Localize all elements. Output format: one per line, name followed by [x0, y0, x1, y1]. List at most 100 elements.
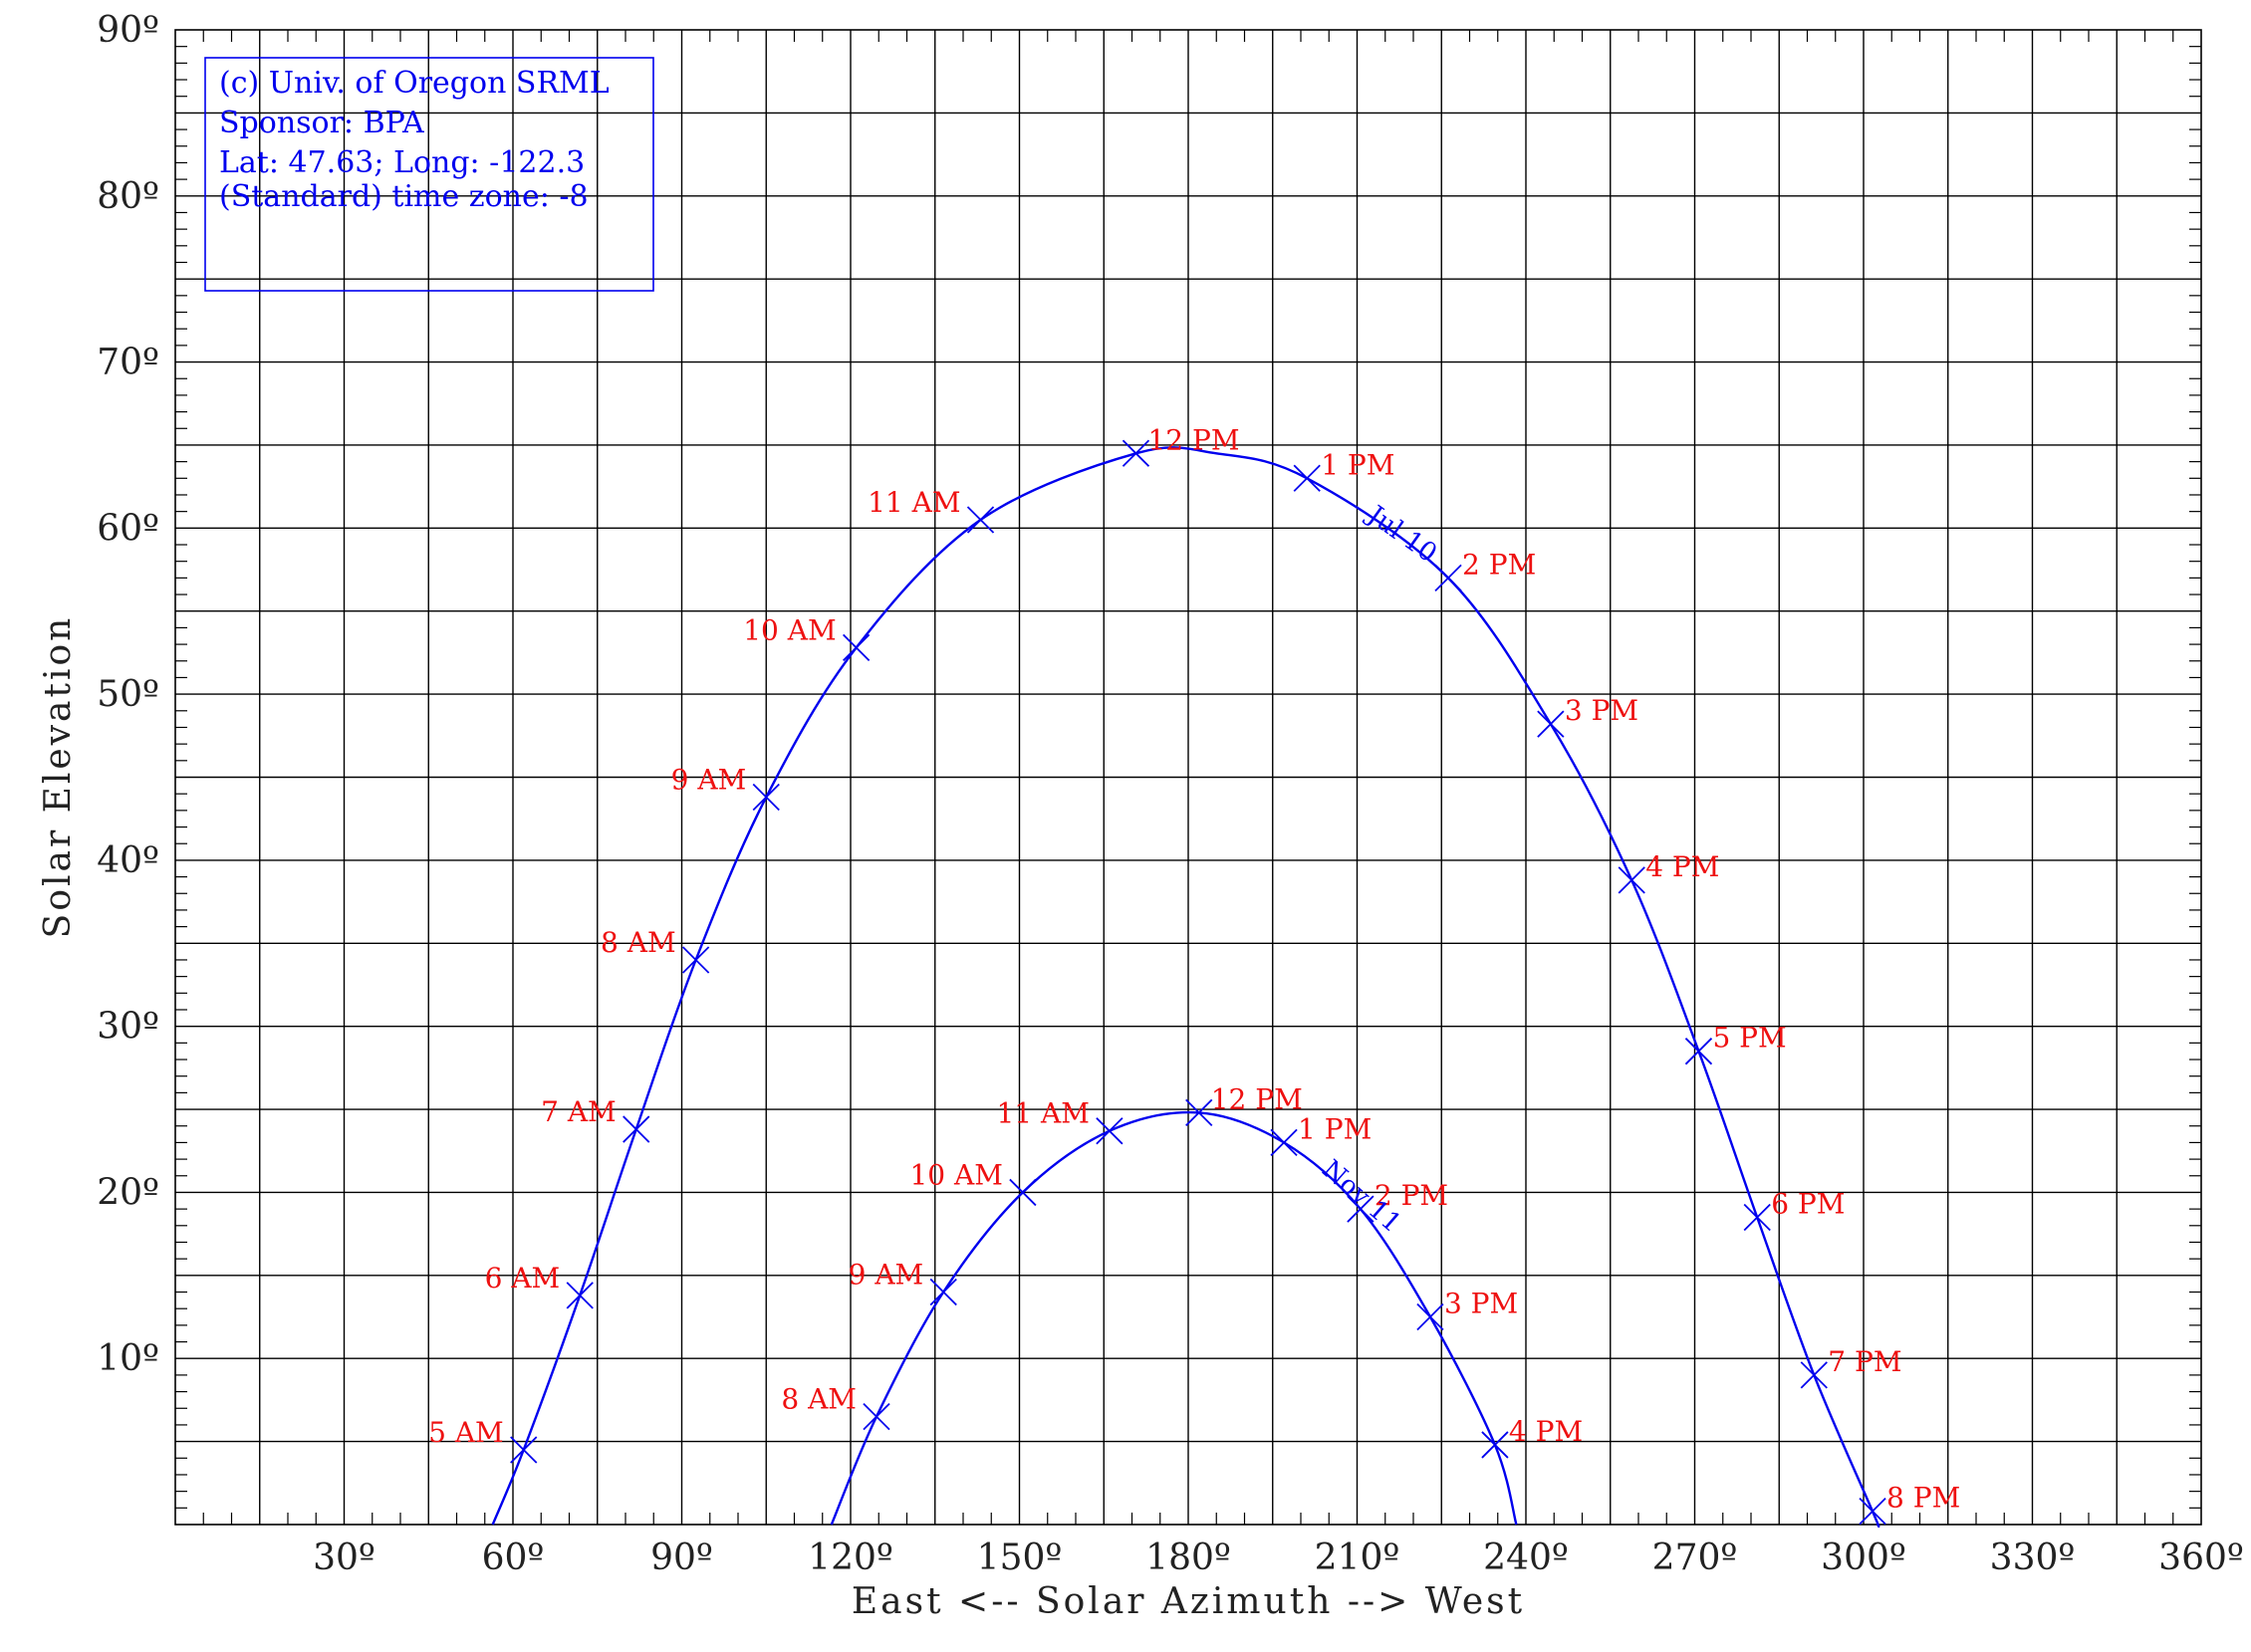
y-tick-label: 80º: [97, 176, 159, 217]
hour-label: 5 AM: [428, 1416, 504, 1449]
hour-marker: [1618, 866, 1645, 894]
y-tick-label: 50º: [97, 674, 159, 715]
x-axis: 30º 60º 90º 120º 150º 180º 210º 240º 270º 300º 330…: [313, 1537, 2244, 1578]
hour-marker: [1684, 1038, 1713, 1065]
hour-marker: [1743, 1203, 1771, 1232]
hour-label: 8 PM: [1886, 1482, 1960, 1515]
hour-marker-stroke: [510, 1436, 538, 1464]
x-tick-label: 60º: [482, 1537, 545, 1578]
x-tick-label: 360º: [2158, 1537, 2244, 1578]
y-tick-label: 60º: [97, 508, 159, 549]
info-line-timezone: (Standard) time zone: -8: [219, 179, 589, 214]
hour-marker: [929, 1278, 957, 1306]
hour-marker: [1096, 1117, 1124, 1145]
y-axis: 10º 20º 30º 40º 50º 60º 70º 80º 90º: [97, 10, 159, 1379]
hour-label: 1 PM: [1321, 448, 1394, 481]
hour-marker: [1859, 1498, 1886, 1526]
y-tick-label: 10º: [97, 1338, 159, 1379]
hour-label: 4 PM: [1509, 1415, 1583, 1448]
hour-marker-stroke: [1859, 1498, 1886, 1526]
hour-marker: [1122, 439, 1150, 467]
hour-marker-stroke: [1434, 564, 1462, 592]
x-tick-label: 150º: [977, 1537, 1063, 1578]
hour-label: 7 AM: [541, 1095, 617, 1128]
hour-marker-stroke: [1800, 1361, 1828, 1389]
hour-marker: [1293, 464, 1321, 492]
hour-marker: [1416, 1302, 1444, 1331]
sun-path-line: [491, 446, 1880, 1529]
hour-label: 6 AM: [485, 1262, 561, 1295]
y-tick-label: 90º: [97, 10, 159, 51]
hour-marker: [1009, 1178, 1037, 1207]
info-line-sponsor: Sponsor: BPA: [219, 106, 424, 140]
x-tick-label: 300º: [1821, 1537, 1906, 1578]
hour-marker: [1347, 1195, 1375, 1223]
y-tick-label: 20º: [97, 1172, 159, 1213]
hour-marker: [1270, 1128, 1298, 1157]
info-box: (c) Univ. of Oregon SRML Sponsor: BPA La…: [204, 57, 654, 292]
hour-marker-stroke: [752, 783, 780, 812]
hour-marker: [752, 783, 780, 812]
hour-marker-stroke: [1481, 1431, 1509, 1459]
hour-marker: [510, 1436, 538, 1464]
hour-marker: [966, 506, 995, 534]
hour-label: 6 PM: [1771, 1187, 1845, 1220]
hour-marker-stroke: [1743, 1203, 1771, 1232]
hour-marker: [843, 633, 871, 662]
hour-label: 9 AM: [671, 764, 747, 797]
x-tick-label: 210º: [1315, 1537, 1400, 1578]
hour-label: 8 AM: [781, 1383, 857, 1416]
y-axis-title: Solar Elevation: [38, 615, 79, 939]
hour-marker-stroke: [1122, 439, 1150, 467]
hour-marker: [623, 1115, 650, 1143]
x-tick-label: 120º: [808, 1537, 893, 1578]
x-tick-label: 330º: [1990, 1537, 2076, 1578]
y-tick-label: 30º: [97, 1007, 159, 1048]
x-tick-label: 90º: [650, 1537, 713, 1578]
x-tick-label: 270º: [1652, 1537, 1738, 1578]
hour-marker-stroke: [1537, 710, 1565, 738]
hour-marker-stroke: [1347, 1195, 1375, 1223]
hour-label: 10 AM: [743, 613, 836, 646]
hour-marker: [681, 946, 710, 974]
x-tick-label: 30º: [313, 1537, 375, 1578]
hour-marker-stroke: [1618, 866, 1645, 894]
hour-marker: [1185, 1098, 1213, 1127]
hour-label: 11 AM: [996, 1097, 1089, 1130]
hour-marker-stroke: [1293, 464, 1321, 492]
hour-marker: [1481, 1431, 1509, 1459]
hour-marker: [863, 1402, 890, 1431]
hour-marker-stroke: [1185, 1098, 1213, 1127]
hour-label: 2 PM: [1462, 548, 1536, 581]
x-tick-label: 180º: [1145, 1537, 1231, 1578]
hour-marker-stroke: [863, 1402, 890, 1431]
hour-marker-stroke: [1684, 1038, 1713, 1065]
hour-marker: [1800, 1361, 1828, 1389]
x-axis-title: East <-- Solar Azimuth --> West: [852, 1581, 1525, 1622]
info-box-frame: [204, 57, 654, 292]
hour-label: 9 AM: [849, 1259, 924, 1292]
hour-marker-stroke: [566, 1282, 594, 1309]
hour-label: 3 PM: [1565, 694, 1638, 727]
hour-label: 12 PM: [1211, 1082, 1303, 1115]
hour-label: 2 PM: [1375, 1179, 1448, 1212]
hour-marker-stroke: [623, 1115, 650, 1143]
info-line-copyright: (c) Univ. of Oregon SRML: [219, 66, 610, 101]
hour-label: 7 PM: [1828, 1345, 1901, 1378]
plot-frame: [174, 29, 2202, 1526]
hour-label: 4 PM: [1645, 850, 1719, 883]
hour-marker-stroke: [1009, 1178, 1037, 1207]
hour-marker: [566, 1282, 594, 1309]
hour-label: 8 AM: [601, 926, 676, 959]
x-tick-label: 240º: [1483, 1537, 1569, 1578]
hour-marker-stroke: [681, 946, 710, 974]
hour-label: 1 PM: [1298, 1112, 1372, 1145]
info-line-location: Lat: 47.63; Long: -122.3: [219, 145, 585, 180]
grid: [175, 30, 2201, 1525]
hour-label: 11 AM: [868, 486, 960, 519]
curve-date-label: Jul 10: [1360, 499, 1442, 570]
